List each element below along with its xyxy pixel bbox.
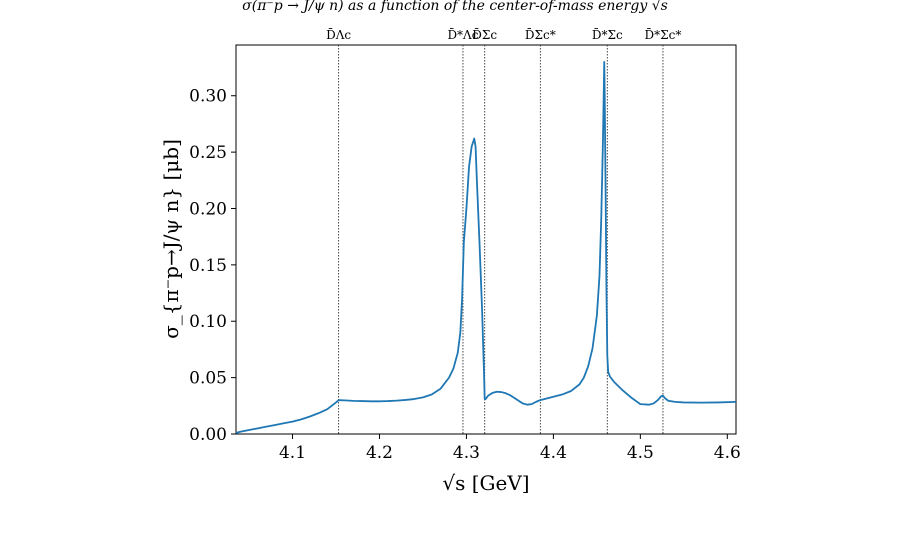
plot-frame [235,44,737,435]
x-tick-label-1: 4.2 [366,443,393,463]
y-tick-label-0: 0.00 [189,425,227,445]
threshold-label-1: D̄*Λc [447,27,478,42]
cross-section-curve [235,61,737,434]
threshold-label-0: D̄Λc [326,27,351,42]
y-axis-title: σ_{π⁻p→J/ψ n} [μb] [159,139,183,339]
y-tick-label-3: 0.15 [189,256,227,276]
threshold-labels: D̄Λc D̄*ΛcD̄Σc D̄Σc* D̄*Σc D̄*Σc* [326,27,681,42]
x-tick-label-0: 4.1 [279,443,306,463]
threshold-label-5: D̄*Σc* [645,27,682,42]
y-tick-label-6: 0.30 [189,87,227,107]
threshold-label-3: D̄Σc* [525,27,556,42]
threshold-label-2: D̄Σc [472,27,497,42]
y-tick-label-1: 0.05 [189,369,227,389]
y-tick-label-2: 0.10 [189,312,227,332]
x-tick-label-4: 4.5 [627,443,654,463]
y-tick-label-5: 0.25 [189,143,227,163]
page-caption: σ(π⁻p → J/ψ n) as a function of the cent… [242,0,668,14]
y-axis-ticks: 0.00 0.05 0.10 0.15 0.20 0.25 0.30 [189,87,236,445]
y-tick-label-4: 0.20 [189,199,227,219]
x-tick-label-2: 4.3 [453,443,480,463]
x-axis-ticks: 4.1 4.2 4.3 4.4 4.5 4.6 [279,434,741,463]
x-tick-label-5: 4.6 [714,443,741,463]
threshold-label-4: D̄*Σc [592,27,623,42]
x-tick-label-3: 4.4 [540,443,567,463]
x-axis-title: √s [GeV] [442,471,529,495]
threshold-lines [338,45,664,434]
